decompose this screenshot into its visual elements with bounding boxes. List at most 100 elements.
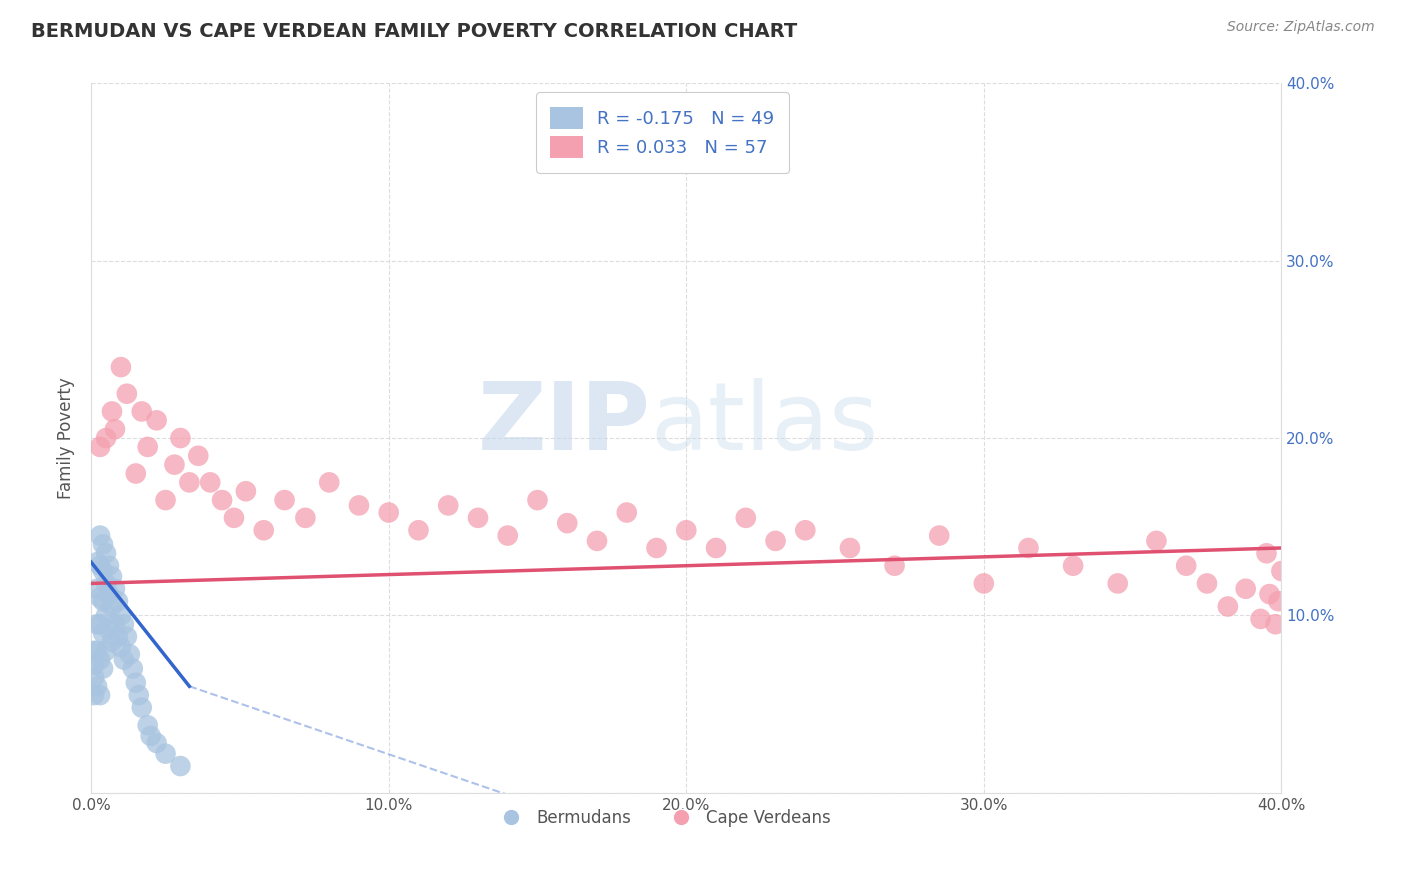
Point (253, 523, 276, 537)
Point (107, 594, 129, 608)
Point (928, 528, 950, 542)
Point (104, 582, 127, 596)
Point (675, 523, 697, 537)
Point (101, 404, 124, 418)
Point (1256, 546, 1278, 560)
Point (145, 413, 167, 427)
Point (89, 558, 111, 573)
Point (1258, 587, 1281, 601)
Point (555, 516, 578, 530)
Point (734, 511, 756, 525)
Point (973, 576, 995, 591)
Point (115, 630, 138, 644)
Point (110, 640, 132, 655)
Point (437, 499, 460, 513)
Point (86, 582, 108, 596)
Point (104, 617, 127, 632)
Point (131, 700, 153, 714)
Point (83, 688, 105, 702)
Point (112, 617, 135, 632)
Point (89, 688, 111, 702)
Point (347, 499, 370, 513)
Point (318, 475, 340, 490)
Point (1234, 582, 1257, 596)
Point (155, 493, 177, 508)
Point (94, 608, 117, 623)
Point (839, 541, 862, 555)
Point (222, 511, 245, 525)
Point (794, 523, 817, 537)
Point (179, 475, 201, 490)
Point (1144, 533, 1167, 548)
Point (89, 653, 111, 667)
Point (94, 431, 117, 445)
Point (104, 422, 127, 436)
Y-axis label: Family Poverty: Family Poverty (58, 377, 75, 499)
Point (83, 658, 105, 673)
Point (586, 533, 609, 548)
Point (136, 718, 159, 732)
Point (115, 386, 138, 401)
Point (89, 528, 111, 542)
Point (91, 661, 114, 675)
Point (98, 623, 121, 637)
Point (1175, 558, 1198, 573)
Point (94, 546, 117, 560)
Point (86, 644, 108, 658)
Point (125, 675, 148, 690)
Point (83, 644, 105, 658)
Point (145, 736, 167, 750)
Point (1216, 599, 1239, 614)
Point (89, 617, 111, 632)
Point (169, 759, 191, 773)
Point (235, 484, 257, 499)
Point (86, 617, 108, 632)
Point (155, 747, 177, 761)
Point (169, 431, 191, 445)
Point (1195, 576, 1218, 591)
Point (107, 630, 129, 644)
Point (91, 594, 114, 608)
Point (408, 523, 430, 537)
Text: Source: ZipAtlas.com: Source: ZipAtlas.com (1227, 20, 1375, 34)
Point (128, 688, 150, 702)
Point (1264, 617, 1286, 632)
Text: atlas: atlas (651, 378, 879, 470)
Point (89, 440, 111, 454)
Point (98, 587, 121, 601)
Point (118, 648, 141, 662)
Point (1267, 594, 1289, 608)
Point (645, 541, 668, 555)
Point (101, 569, 124, 583)
Point (91, 626, 114, 640)
Point (704, 541, 727, 555)
Point (883, 558, 905, 573)
Point (1107, 576, 1129, 591)
Point (94, 644, 117, 658)
Point (86, 555, 108, 569)
Point (273, 493, 295, 508)
Legend: Bermudans, Cape Verdeans: Bermudans, Cape Verdeans (488, 803, 838, 834)
Point (86, 679, 108, 693)
Point (89, 591, 111, 605)
Point (101, 635, 124, 649)
Point (110, 360, 132, 375)
Point (616, 506, 638, 520)
Point (496, 528, 519, 542)
Point (1250, 612, 1272, 626)
Point (765, 533, 787, 548)
Point (131, 404, 153, 418)
Point (121, 661, 143, 675)
Point (91, 537, 114, 551)
Point (187, 449, 209, 463)
Point (294, 511, 316, 525)
Point (125, 467, 148, 481)
Point (467, 511, 489, 525)
Point (91, 564, 114, 578)
Point (139, 729, 162, 743)
Text: BERMUDAN VS CAPE VERDEAN FAMILY POVERTY CORRELATION CHART: BERMUDAN VS CAPE VERDEAN FAMILY POVERTY … (31, 22, 797, 41)
Point (526, 493, 548, 508)
Point (1270, 564, 1292, 578)
Point (101, 599, 124, 614)
Point (1062, 558, 1084, 573)
